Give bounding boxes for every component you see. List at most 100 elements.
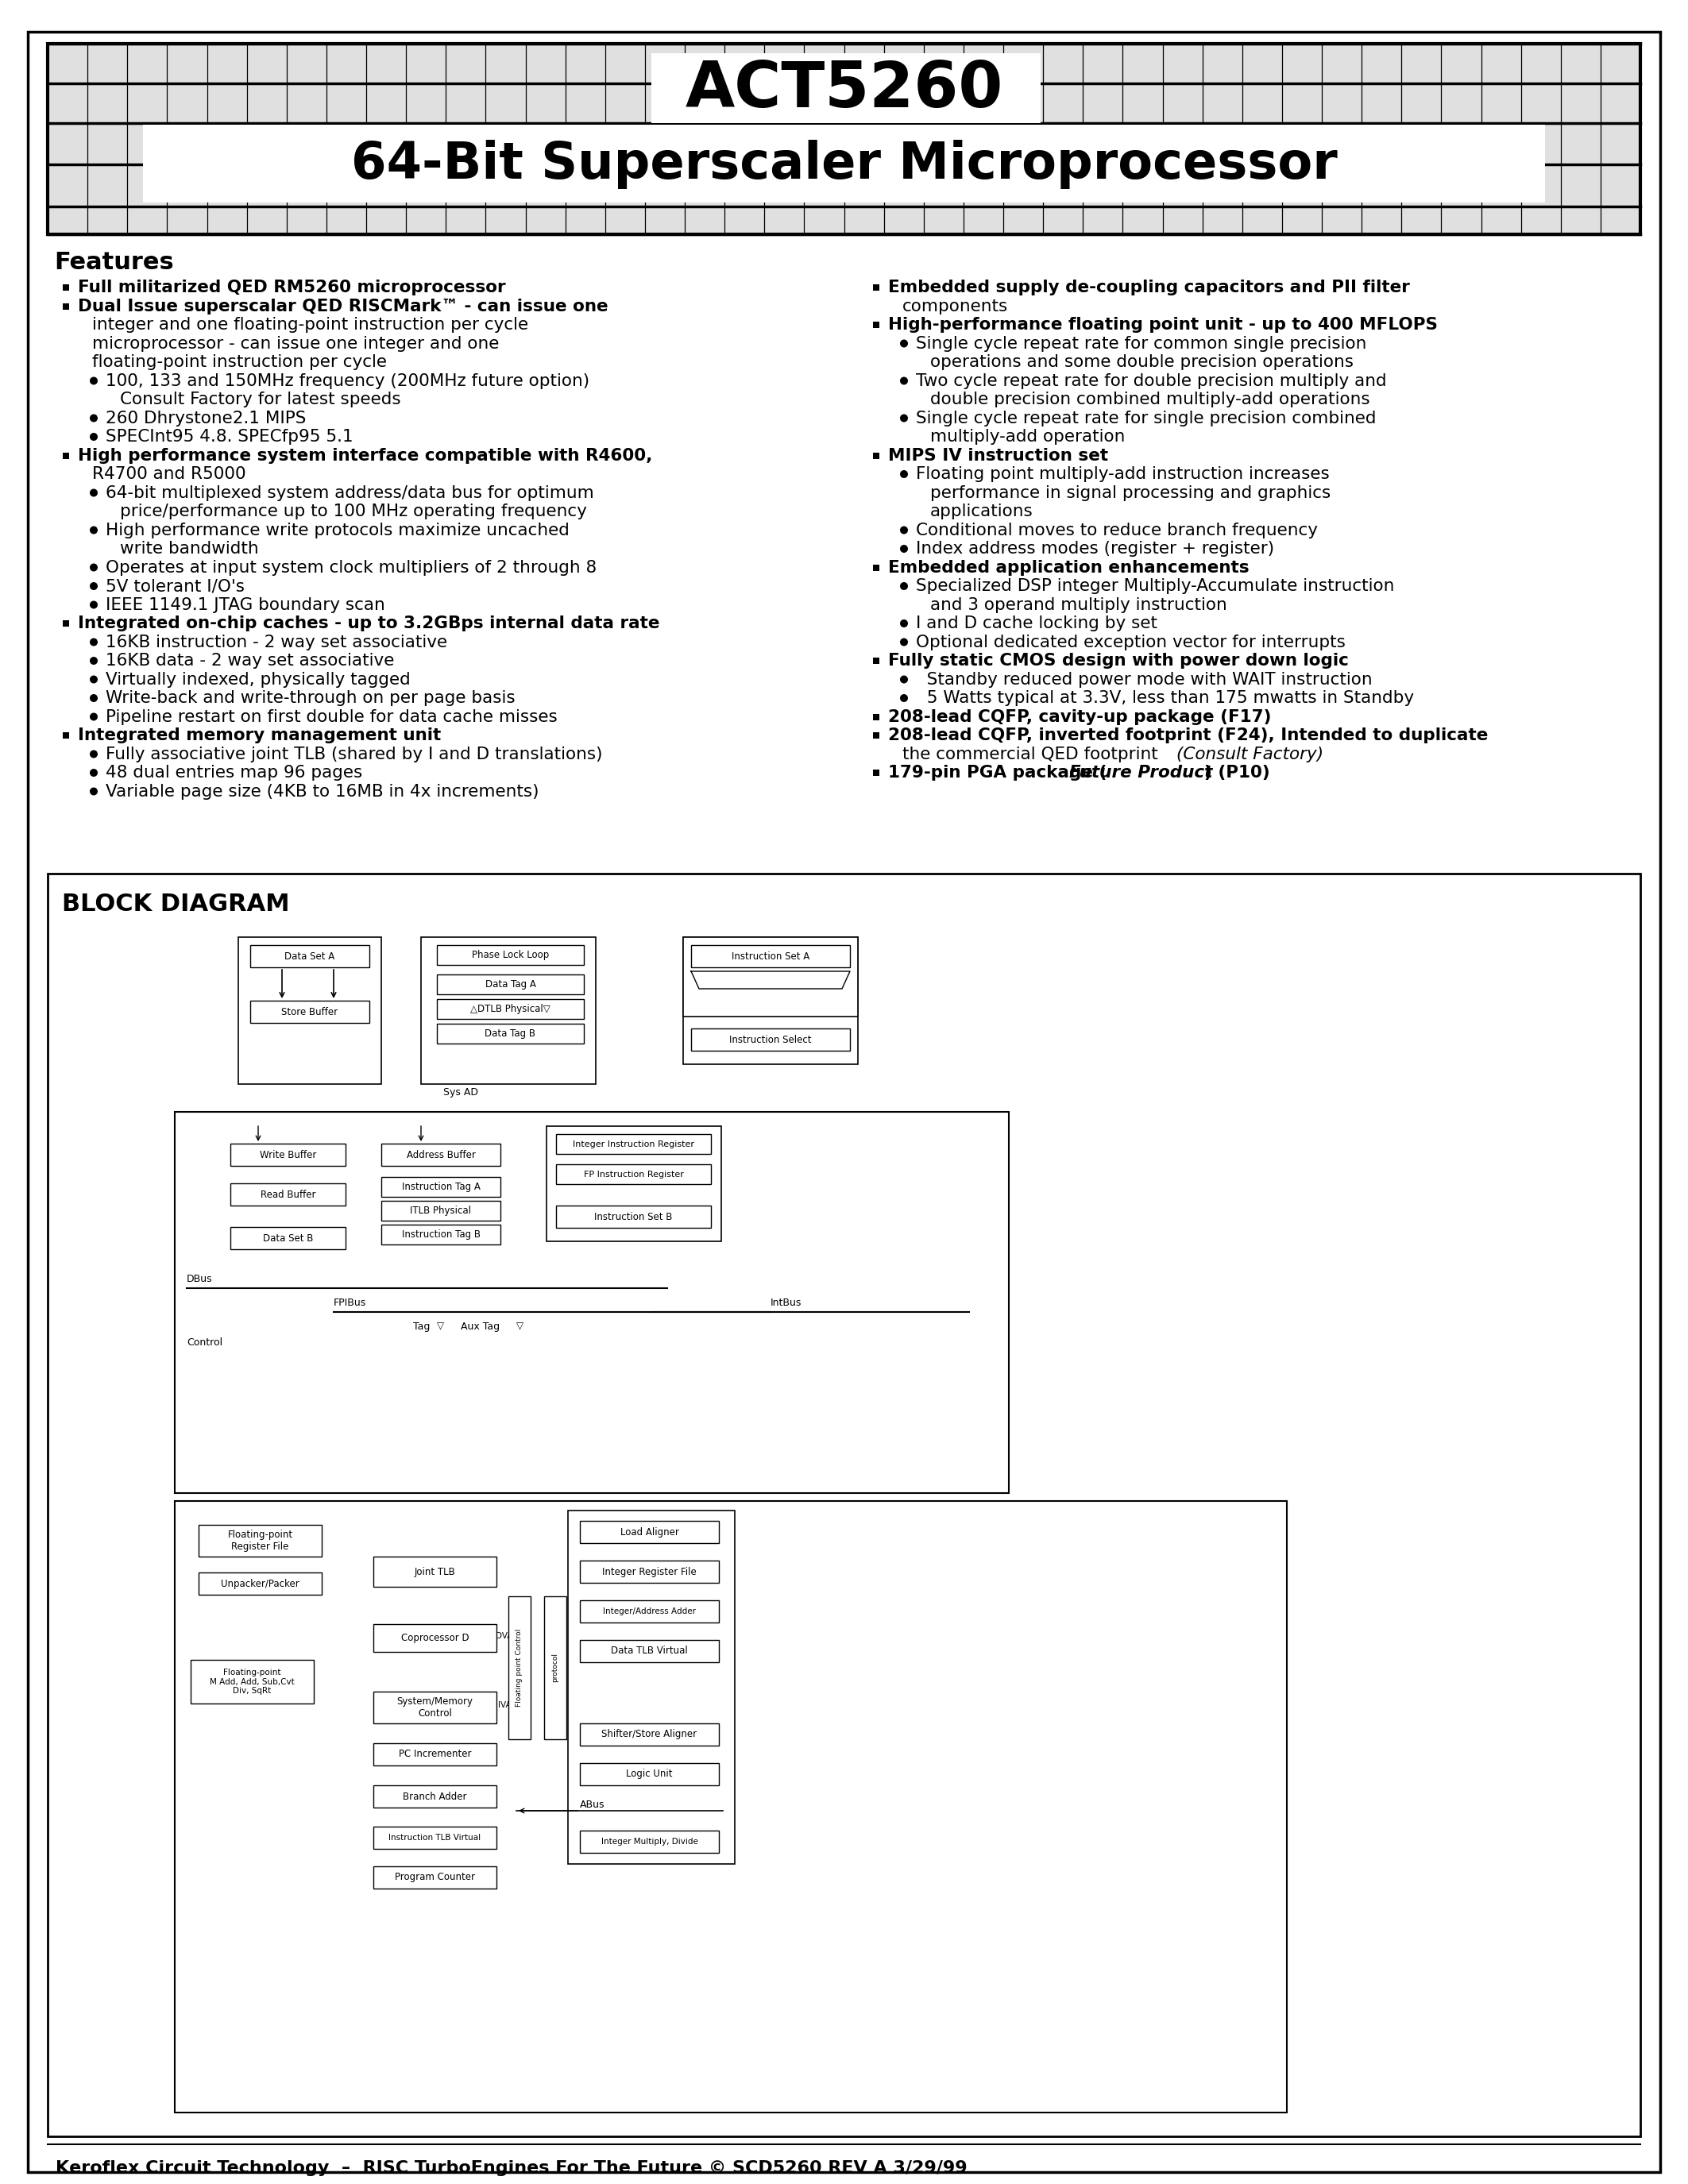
Text: floating-point instruction per cycle: floating-point instruction per cycle <box>93 354 387 369</box>
Bar <box>230 1184 346 1206</box>
Text: Optional dedicated exception vector for interrupts: Optional dedicated exception vector for … <box>917 633 1345 651</box>
Bar <box>250 1000 370 1022</box>
Bar <box>420 937 596 1083</box>
Bar <box>437 974 584 994</box>
Bar <box>581 1601 719 1623</box>
Text: 100, 133 and 150MHz frequency (200MHz future option): 100, 133 and 150MHz frequency (200MHz fu… <box>106 373 589 389</box>
Bar <box>176 1112 1009 1494</box>
Text: Sys AD: Sys AD <box>444 1088 478 1096</box>
Text: Single cycle repeat rate for common single precision: Single cycle repeat rate for common sing… <box>917 336 1367 352</box>
Bar <box>555 1164 711 1184</box>
Text: 16KB instruction - 2 way set associative: 16KB instruction - 2 way set associative <box>106 633 447 651</box>
Text: the commercial QED footprint: the commercial QED footprint <box>903 747 1163 762</box>
Bar <box>437 998 584 1020</box>
Text: integer and one floating-point instruction per cycle: integer and one floating-point instructi… <box>93 317 528 332</box>
Text: Floating point multiply-add instruction increases: Floating point multiply-add instruction … <box>917 465 1330 483</box>
Bar <box>373 1625 496 1651</box>
Text: Unpacker/Packer: Unpacker/Packer <box>221 1579 299 1588</box>
Text: Coprocessor D: Coprocessor D <box>402 1634 469 1642</box>
Circle shape <box>89 638 98 646</box>
Text: ACT5260: ACT5260 <box>685 59 1003 120</box>
Text: Program Counter: Program Counter <box>395 1872 474 1883</box>
Bar <box>373 1784 496 1808</box>
Text: Read Buffer: Read Buffer <box>260 1190 316 1199</box>
Text: Data TLB Virtual: Data TLB Virtual <box>611 1647 687 1655</box>
Circle shape <box>89 788 98 795</box>
Circle shape <box>900 544 908 553</box>
Text: Data Tag B: Data Tag B <box>484 1029 535 1040</box>
Bar <box>199 1524 322 1557</box>
Circle shape <box>900 638 908 646</box>
Text: Single cycle repeat rate for single precision combined: Single cycle repeat rate for single prec… <box>917 411 1376 426</box>
Bar <box>381 1177 500 1197</box>
Bar <box>199 1572 322 1594</box>
Text: Dual Issue superscalar QED RISCMark™ - can issue one: Dual Issue superscalar QED RISCMark™ - c… <box>78 299 608 314</box>
Text: MIPS IV instruction set: MIPS IV instruction set <box>888 448 1109 463</box>
Text: Write-back and write-through on per page basis: Write-back and write-through on per page… <box>106 690 515 705</box>
Text: Instruction Set A: Instruction Set A <box>731 950 810 961</box>
Text: components: components <box>903 299 1008 314</box>
Text: SPECInt95 4.8. SPECfp95 5.1: SPECInt95 4.8. SPECfp95 5.1 <box>106 428 353 446</box>
Text: △DTLB Physical▽: △DTLB Physical▽ <box>471 1005 550 1013</box>
Text: 260 Dhrystone2.1 MIPS: 260 Dhrystone2.1 MIPS <box>106 411 306 426</box>
Circle shape <box>900 675 908 684</box>
Circle shape <box>89 489 98 496</box>
Circle shape <box>89 432 98 441</box>
Text: I and D cache locking by set: I and D cache locking by set <box>917 616 1158 631</box>
Text: 208-lead CQFP, cavity-up package (F17): 208-lead CQFP, cavity-up package (F17) <box>888 710 1271 725</box>
Text: and 3 operand multiply instruction: and 3 operand multiply instruction <box>930 596 1227 614</box>
Text: Κeroflex Circuit Technology  –  RISC TurboEngines For The Future © SCD5260 REV A: Κeroflex Circuit Technology – RISC Turbo… <box>56 2160 967 2175</box>
Circle shape <box>89 601 98 609</box>
Text: Data Set A: Data Set A <box>285 950 334 961</box>
Bar <box>581 1723 719 1745</box>
Circle shape <box>900 378 908 384</box>
Text: Specialized DSP integer Multiply-Accumulate instruction: Specialized DSP integer Multiply-Accumul… <box>917 579 1394 594</box>
Text: multiply-add operation: multiply-add operation <box>930 428 1126 446</box>
Bar <box>684 937 858 1064</box>
Text: Instruction Tag B: Instruction Tag B <box>402 1230 479 1241</box>
Circle shape <box>89 657 98 664</box>
Bar <box>238 937 381 1083</box>
Text: 64-Bit Superscaler Microprocessor: 64-Bit Superscaler Microprocessor <box>351 140 1337 190</box>
Text: Integer Multiply, Divide: Integer Multiply, Divide <box>601 1837 697 1845</box>
Text: Future Product: Future Product <box>1069 764 1212 780</box>
Text: Integrated memory management unit: Integrated memory management unit <box>78 727 441 743</box>
Text: Floating-point
Register File: Floating-point Register File <box>228 1529 292 1553</box>
Bar <box>873 563 879 570</box>
Text: Integrated on-chip caches - up to 3.2GBps internal data rate: Integrated on-chip caches - up to 3.2GBp… <box>78 616 660 631</box>
Bar <box>381 1225 500 1245</box>
Text: High performance system interface compatible with R4600,: High performance system interface compat… <box>78 448 653 463</box>
Circle shape <box>900 695 908 701</box>
Bar <box>373 1867 496 1889</box>
Text: IVA: IVA <box>498 1701 511 1710</box>
Text: Floating point Control: Floating point Control <box>517 1629 523 1708</box>
Text: Instruction Tag A: Instruction Tag A <box>402 1182 479 1192</box>
Bar <box>873 321 879 328</box>
Bar <box>555 1206 711 1227</box>
Bar <box>437 946 584 965</box>
Bar <box>62 620 69 627</box>
Circle shape <box>89 769 98 778</box>
Text: 5V tolerant I/O's: 5V tolerant I/O's <box>106 579 245 594</box>
Circle shape <box>89 583 98 590</box>
Text: Logic Unit: Logic Unit <box>626 1769 672 1780</box>
Bar <box>381 1201 500 1221</box>
Text: 179-pin PGA package (: 179-pin PGA package ( <box>888 764 1107 780</box>
Text: 48 dual entries map 96 pages: 48 dual entries map 96 pages <box>106 764 363 780</box>
Circle shape <box>900 583 908 590</box>
Text: High performance write protocols maximize uncached: High performance write protocols maximiz… <box>106 522 569 537</box>
Text: Load Aligner: Load Aligner <box>619 1527 679 1538</box>
Text: protocol: protocol <box>552 1653 559 1682</box>
Bar <box>555 1133 711 1153</box>
Bar <box>652 52 1040 122</box>
Circle shape <box>900 526 908 535</box>
Bar <box>47 44 1641 234</box>
Text: DBus: DBus <box>187 1273 213 1284</box>
Bar <box>176 1500 1286 2112</box>
Bar <box>62 732 69 738</box>
Text: microprocessor - can issue one integer and one: microprocessor - can issue one integer a… <box>93 336 500 352</box>
Bar <box>690 1029 851 1051</box>
Bar <box>508 1597 530 1738</box>
Text: Instruction Select: Instruction Select <box>729 1035 812 1044</box>
Text: Operates at input system clock multipliers of 2 through 8: Operates at input system clock multiplie… <box>106 559 598 574</box>
